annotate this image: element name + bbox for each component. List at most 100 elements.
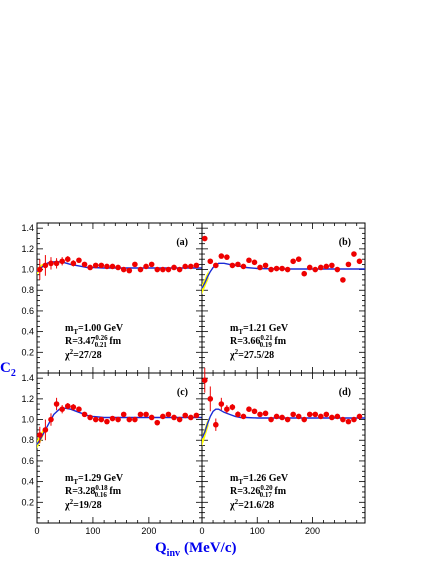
panel-3-data-point — [279, 414, 285, 421]
panel-1-mt-value: =1.21 GeV — [243, 323, 289, 334]
panel-3-data-point — [295, 413, 302, 420]
panel-1-data-point — [229, 262, 236, 269]
panel-2-data-point — [59, 406, 65, 413]
panel-0-ytick-label: 1.0 — [21, 265, 34, 275]
panel-2-chi-sup: 2 — [70, 498, 74, 506]
panel-0-ytick-label: 1.2 — [21, 244, 34, 254]
panel-3-data-point — [229, 404, 236, 410]
panel-3-data-point — [317, 413, 324, 420]
panel-2-data-point — [109, 415, 116, 422]
panel-1-data-point — [290, 258, 296, 265]
panel-0-data-point — [109, 263, 116, 270]
panel-0-radius-unit: fm — [107, 336, 122, 347]
panel-2-xtick-label: 100 — [85, 526, 100, 536]
panel-0-data-point — [171, 264, 177, 271]
panel-3-data-point — [213, 421, 219, 428]
panel-1-data-point — [268, 266, 274, 273]
panel-1-data-point — [323, 263, 330, 270]
panel-1-data-point — [284, 266, 291, 273]
panel-1-data-point — [306, 264, 313, 271]
panel-2-data-point — [148, 414, 155, 421]
panel-2-radius-label: R=3.28 — [65, 486, 95, 497]
panel-1-mt-label: m — [230, 323, 239, 334]
y-axis-title: C2 — [0, 360, 16, 379]
panel-1-data-point — [340, 277, 346, 283]
panel-2-mt-sub: T — [73, 478, 78, 486]
panel-0-data-point — [115, 264, 121, 271]
panel-3-xtick-label: 200 — [305, 526, 320, 536]
panel-0-chi-label: χ — [64, 350, 70, 361]
panel-0-data-point — [36, 266, 43, 273]
panel-2-data-point — [176, 416, 183, 423]
panel-2-ytick-label: 1.4 — [21, 373, 34, 383]
panel-2-data-point — [70, 404, 77, 410]
panel-0-ytick-label: 1.4 — [21, 223, 34, 233]
panel-1-mt-annotation: mT=1.21 GeV — [230, 323, 289, 336]
panel-2-chi-label: χ — [64, 500, 70, 511]
panel-2-data-point — [188, 414, 194, 421]
x-axis-title: Qinv (MeV/c) — [155, 540, 236, 559]
panel-1-data-point — [218, 253, 225, 259]
panels-group: 0.20.40.60.81.01.21.4(a)mT=1.00 GeVR=3.4… — [21, 222, 366, 536]
panel-3-data-point — [323, 411, 330, 418]
panel-2-letter: (c) — [177, 387, 188, 398]
panel-0-data-point — [104, 263, 110, 270]
panel-0-data-point — [126, 267, 133, 274]
panel-0-ytick-label: 0.8 — [21, 285, 34, 295]
panel-3-data-point — [235, 411, 241, 418]
panel-1-data-point — [240, 263, 247, 270]
panel-2-mt-value: =1.29 GeV — [78, 473, 124, 484]
panel-3-mt-annotation: mT=1.26 GeV — [230, 473, 289, 486]
panel-1-data-point — [301, 270, 308, 277]
panel-1-data-point — [317, 264, 324, 271]
panel-2-data-point — [132, 416, 138, 423]
panel-1-data-point — [251, 259, 258, 266]
panel-3-data-point — [351, 416, 357, 423]
panel-2-data-point — [48, 416, 54, 423]
panel-2-data-point — [81, 411, 88, 418]
x-axis-title-unit: (MeV/c) — [184, 540, 236, 556]
panel-0-data-point — [70, 260, 77, 267]
panel-1-radius-sub: 0.19 — [260, 341, 273, 349]
panel-0-data-point — [188, 263, 194, 270]
panel-0-ytick-label: 0.2 — [21, 347, 34, 357]
panel-2-data-point — [42, 427, 49, 433]
panel-0-chi-value: =27/28 — [73, 350, 101, 361]
panel-1-radius-sup: 0.21 — [260, 334, 273, 342]
panel-3-data-point — [257, 411, 263, 418]
panel-2-xtick-label: 200 — [141, 526, 156, 536]
panel-2-chi-value: =19/28 — [73, 500, 101, 511]
panel-1-chi-value: =27.5/28 — [238, 350, 274, 361]
panel-0-mt-label: m — [65, 323, 74, 334]
panel-1-data-point — [312, 266, 319, 273]
panel-2-data-point — [143, 411, 149, 418]
panel-2-mt-annotation: mT=1.29 GeV — [65, 473, 124, 486]
panel-0-data-point — [98, 262, 105, 269]
panel-1-data-point — [273, 265, 280, 272]
panel-0-letter: (a) — [176, 237, 188, 248]
panel-3-xtick-label: 0 — [199, 526, 204, 536]
panel-1-mt-sub: T — [238, 328, 243, 336]
panel-2-data-point — [87, 414, 93, 421]
panel-2-radius-annotation: R=3.280.18 0.16 fm — [65, 484, 122, 499]
panel-0-radius-label: R=3.47 — [65, 336, 95, 347]
panel-0-ytick-label: 0.6 — [21, 306, 34, 316]
panel-0-data-point — [48, 260, 54, 267]
panel-2-radius-sub: 0.16 — [95, 491, 108, 499]
panel-0-mt-sub: T — [73, 328, 78, 336]
panel-3-mt-label: m — [230, 473, 239, 484]
panel-2-data-point — [182, 412, 189, 419]
panel-3-data-point — [218, 401, 225, 407]
panel-3-data-point — [246, 406, 252, 413]
panel-0-data-point — [64, 256, 71, 263]
panel-3-data-point — [268, 416, 274, 423]
panel-0-data-point — [165, 266, 172, 273]
panel-2-chi2-annotation: χ2=19/28 — [64, 498, 102, 511]
panel-2-ytick-label: 0.4 — [21, 477, 34, 487]
panel-2-data-point — [137, 411, 144, 418]
panel-2-xtick-label: 0 — [34, 526, 39, 536]
panel-3-data-point — [334, 413, 341, 420]
